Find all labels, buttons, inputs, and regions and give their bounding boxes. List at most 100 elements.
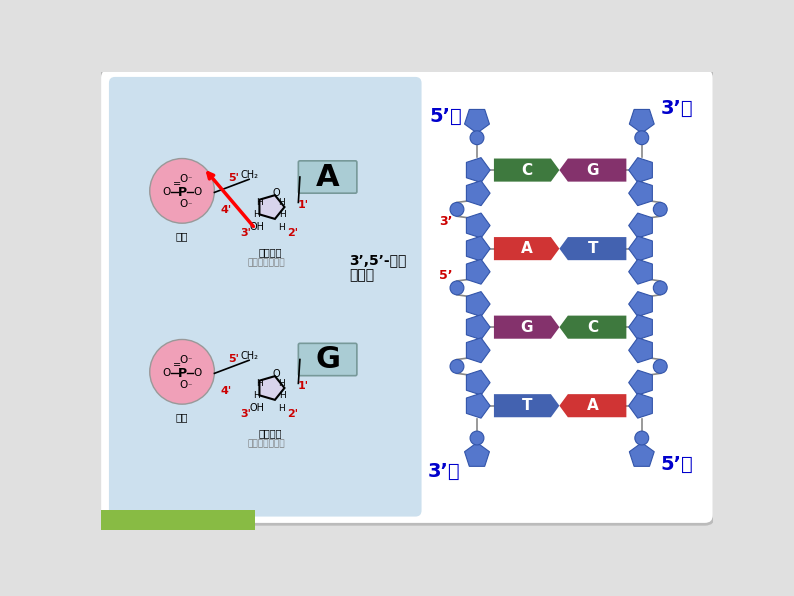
Text: O: O bbox=[163, 368, 171, 378]
Text: O: O bbox=[194, 368, 202, 378]
Polygon shape bbox=[466, 315, 490, 340]
Polygon shape bbox=[630, 443, 654, 466]
Text: =: = bbox=[172, 179, 181, 189]
Text: CH₂: CH₂ bbox=[240, 350, 258, 361]
Polygon shape bbox=[466, 181, 490, 206]
Text: T: T bbox=[522, 398, 532, 413]
Text: O: O bbox=[194, 187, 202, 197]
Circle shape bbox=[653, 203, 667, 216]
Text: 5': 5' bbox=[228, 354, 239, 364]
Circle shape bbox=[635, 131, 649, 145]
Text: =: = bbox=[172, 360, 181, 370]
Text: H: H bbox=[253, 391, 260, 400]
Polygon shape bbox=[629, 259, 653, 284]
Polygon shape bbox=[560, 159, 626, 182]
Polygon shape bbox=[466, 157, 490, 182]
Text: 5’端: 5’端 bbox=[430, 107, 463, 126]
Polygon shape bbox=[560, 394, 626, 417]
Text: 3’: 3’ bbox=[440, 215, 453, 228]
Text: 4': 4' bbox=[221, 386, 232, 396]
Text: A: A bbox=[521, 241, 533, 256]
Text: G: G bbox=[520, 319, 533, 335]
Text: H: H bbox=[256, 379, 264, 388]
Polygon shape bbox=[629, 181, 653, 206]
Circle shape bbox=[450, 359, 464, 373]
Polygon shape bbox=[494, 394, 560, 417]
Polygon shape bbox=[260, 195, 284, 219]
Polygon shape bbox=[629, 236, 653, 261]
Text: P: P bbox=[178, 367, 187, 380]
Text: O: O bbox=[273, 188, 280, 198]
Text: 3': 3' bbox=[241, 409, 252, 419]
Text: H: H bbox=[279, 391, 287, 400]
Text: OH: OH bbox=[249, 403, 264, 413]
Text: T: T bbox=[588, 241, 598, 256]
Polygon shape bbox=[466, 338, 490, 363]
Text: C: C bbox=[521, 163, 532, 178]
Text: O: O bbox=[273, 369, 280, 379]
Text: O: O bbox=[179, 380, 187, 390]
Text: ⁻: ⁻ bbox=[187, 200, 192, 209]
Text: 3’端: 3’端 bbox=[428, 462, 461, 482]
Text: A: A bbox=[587, 398, 599, 413]
Polygon shape bbox=[629, 157, 653, 182]
Circle shape bbox=[150, 340, 214, 404]
Polygon shape bbox=[466, 213, 490, 238]
Text: H: H bbox=[278, 403, 285, 412]
Polygon shape bbox=[494, 316, 560, 339]
Polygon shape bbox=[466, 259, 490, 284]
Text: P: P bbox=[178, 186, 187, 199]
Circle shape bbox=[450, 203, 464, 216]
Bar bbox=[102, 510, 255, 530]
Text: O: O bbox=[179, 355, 187, 365]
Polygon shape bbox=[464, 110, 489, 133]
Text: 5’端: 5’端 bbox=[661, 455, 694, 474]
Text: C: C bbox=[588, 319, 599, 335]
Polygon shape bbox=[630, 110, 654, 133]
Polygon shape bbox=[629, 291, 653, 316]
FancyBboxPatch shape bbox=[109, 77, 422, 517]
Text: 2': 2' bbox=[287, 409, 298, 419]
Text: 5': 5' bbox=[228, 173, 239, 183]
Text: 二酯键: 二酯键 bbox=[349, 269, 374, 283]
Text: G: G bbox=[315, 345, 340, 374]
Text: H: H bbox=[278, 222, 285, 232]
Text: 1': 1' bbox=[298, 200, 309, 210]
Text: 磷酸: 磷酸 bbox=[175, 231, 188, 241]
Text: 2': 2' bbox=[287, 228, 298, 238]
Text: 3’,5’-磷酸: 3’,5’-磷酸 bbox=[349, 253, 407, 267]
FancyBboxPatch shape bbox=[100, 69, 714, 524]
Polygon shape bbox=[466, 370, 490, 395]
Text: 脱氧核糖核苷酸: 脱氧核糖核苷酸 bbox=[248, 259, 286, 268]
Circle shape bbox=[653, 359, 667, 373]
Circle shape bbox=[635, 431, 649, 445]
Circle shape bbox=[653, 281, 667, 295]
Polygon shape bbox=[464, 443, 489, 466]
Text: H: H bbox=[256, 198, 264, 207]
Text: O: O bbox=[179, 173, 187, 184]
Text: 脱氧核糖: 脱氧核糖 bbox=[259, 247, 283, 257]
Polygon shape bbox=[260, 376, 284, 400]
Text: 脱氧核糖: 脱氧核糖 bbox=[259, 428, 283, 438]
Text: ⁻: ⁻ bbox=[187, 355, 192, 364]
Text: 4': 4' bbox=[221, 205, 232, 215]
Text: H: H bbox=[253, 210, 260, 219]
Polygon shape bbox=[629, 393, 653, 418]
Text: ⁻: ⁻ bbox=[187, 381, 192, 390]
Text: 3': 3' bbox=[241, 228, 252, 238]
FancyBboxPatch shape bbox=[299, 161, 357, 193]
Text: 3’端: 3’端 bbox=[661, 99, 693, 118]
Text: 磷酸: 磷酸 bbox=[175, 412, 188, 422]
Polygon shape bbox=[466, 393, 490, 418]
Text: 5’: 5’ bbox=[439, 269, 453, 282]
Text: 脱氧核糖核苷酸: 脱氧核糖核苷酸 bbox=[248, 440, 286, 449]
Text: O: O bbox=[179, 200, 187, 209]
Text: ⁻: ⁻ bbox=[187, 174, 192, 183]
Polygon shape bbox=[466, 291, 490, 316]
Polygon shape bbox=[629, 213, 653, 238]
Polygon shape bbox=[629, 315, 653, 340]
FancyBboxPatch shape bbox=[299, 343, 357, 375]
Polygon shape bbox=[494, 237, 560, 260]
Text: G: G bbox=[587, 163, 599, 178]
Text: 1': 1' bbox=[298, 381, 309, 391]
